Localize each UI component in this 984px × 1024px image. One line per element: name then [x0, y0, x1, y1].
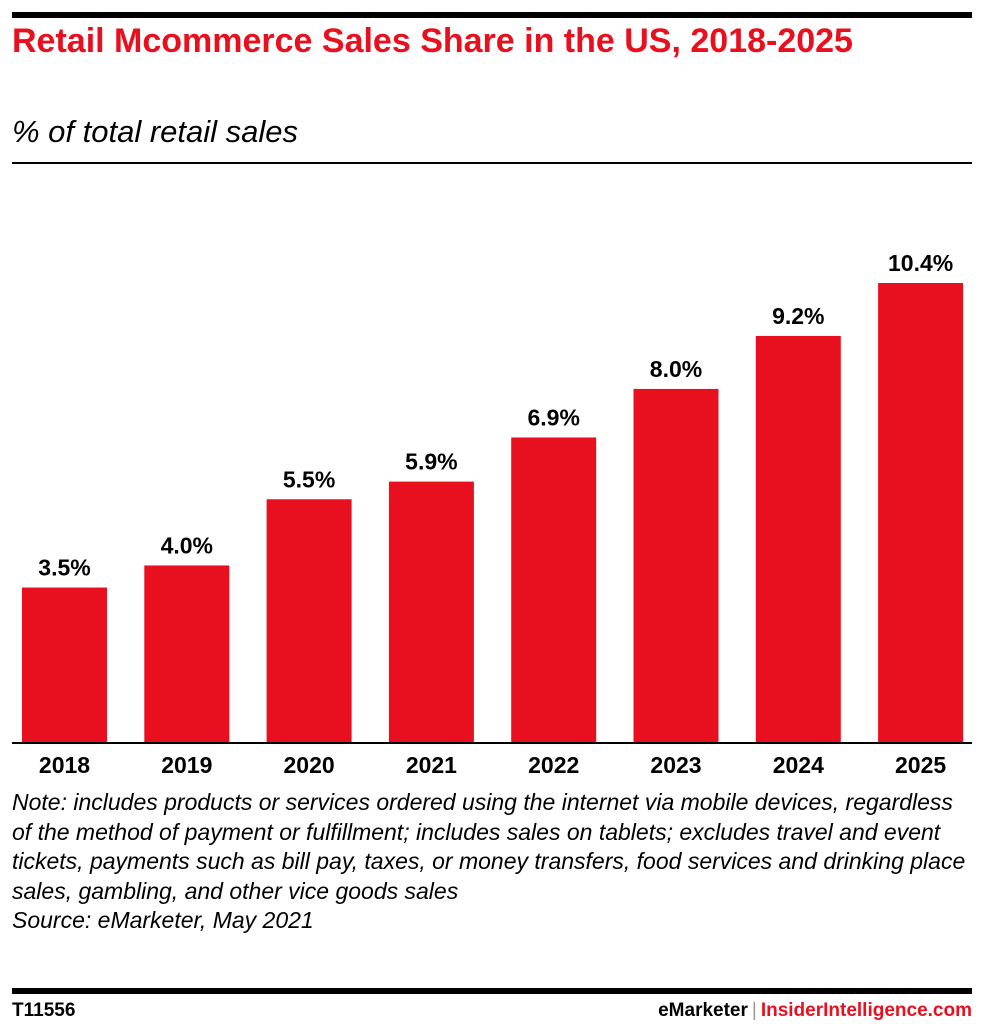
bar-2020	[266, 499, 352, 742]
source-text: Source: eMarketer, May 2021	[12, 907, 314, 933]
x-tick-label: 2023	[650, 752, 701, 778]
x-tick-label: 2018	[39, 752, 90, 778]
chart-subtitle: % of total retail sales	[12, 114, 299, 149]
x-tick-label: 2019	[161, 752, 212, 778]
bar-2018	[22, 587, 107, 742]
data-label: 3.5%	[38, 555, 90, 581]
x-tick-label: 2024	[773, 752, 824, 778]
data-label: 8.0%	[650, 356, 702, 382]
note-text: Note: includes products or services orde…	[12, 789, 966, 904]
data-label: 4.0%	[161, 532, 213, 558]
top-rule	[12, 12, 972, 18]
data-label: 9.2%	[772, 303, 824, 329]
chart-note: Note: includes products or services orde…	[12, 788, 977, 936]
bar-2023	[633, 388, 719, 742]
bar-2025	[878, 283, 964, 742]
x-tick-label: 2022	[528, 752, 579, 778]
emarketer-brand: eMarketer	[658, 1000, 748, 1021]
bar-chart: 3.5% 2018 4.0% 2019 5.5% 2020 5.9% 2021 6.9% 2022…	[12, 250, 972, 778]
chart-id: T11556	[12, 1000, 76, 1021]
bottom-rule	[12, 988, 972, 994]
x-tick-label: 2020	[284, 752, 335, 778]
bar-2021	[388, 481, 474, 742]
subtitle-rule	[12, 162, 972, 164]
bar-2024	[755, 335, 841, 742]
bar-2022	[511, 437, 597, 742]
data-label: 5.9%	[405, 449, 457, 475]
brand-separator: |	[751, 1000, 757, 1021]
data-label: 5.5%	[283, 466, 335, 492]
data-label: 6.9%	[527, 404, 579, 430]
insider-intelligence-link[interactable]: InsiderIntelligence.com	[760, 1000, 972, 1021]
x-tick-label: 2025	[895, 752, 946, 778]
x-tick-label: 2021	[406, 752, 457, 778]
data-label: 10.4%	[888, 250, 953, 276]
bar-2019	[144, 565, 230, 742]
footer-brand: eMarketer | InsiderIntelligence.com	[658, 1000, 972, 1022]
chart-title: Retail Mcommerce Sales Share in the US, …	[12, 22, 853, 60]
